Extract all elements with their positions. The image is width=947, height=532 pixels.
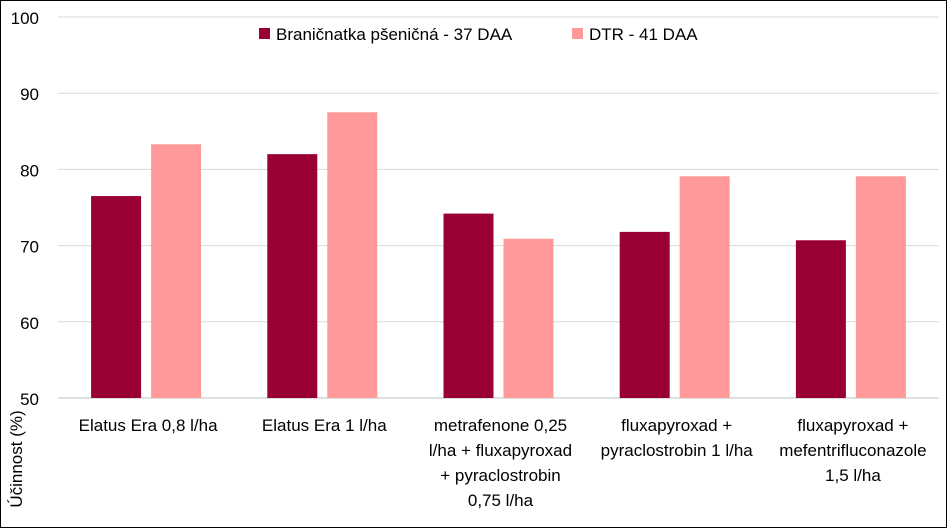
bar xyxy=(855,176,906,398)
x-tick-labels: Elatus Era 0,8 l/ha Elatus Era 1 l/ha metr… xyxy=(79,416,927,510)
bar xyxy=(795,240,846,398)
x-tick-label: fluxapyroxad + mefentrifluconazole 1,5 l/h… xyxy=(779,416,926,485)
legend-swatch xyxy=(572,28,583,39)
bar xyxy=(151,144,202,398)
y-tick-label: 50 xyxy=(20,390,39,409)
y-tick-labels: 50 60 70 80 90 100 xyxy=(11,9,39,409)
bar xyxy=(443,213,494,398)
legend: Braničnatka pšeničná - 37 DAA DTR - 41 DA… xyxy=(259,25,698,44)
y-axis-label: Účinnost (%) xyxy=(7,410,26,507)
bars xyxy=(91,112,906,398)
bar xyxy=(619,231,670,398)
y-tick-label: 70 xyxy=(20,238,39,257)
y-tick-label: 100 xyxy=(11,9,39,28)
x-tick-label: Elatus Era 0,8 l/ha xyxy=(79,416,218,435)
legend-label: DTR - 41 DAA xyxy=(589,25,698,44)
legend-label: Braničnatka pšeničná - 37 DAA xyxy=(276,25,513,44)
bar xyxy=(503,238,554,398)
y-tick-label: 60 xyxy=(20,314,39,333)
legend-swatch xyxy=(259,28,270,39)
y-tick-label: 90 xyxy=(20,85,39,104)
gridlines xyxy=(58,16,939,399)
x-tick-label: Elatus Era 1 l/ha xyxy=(262,416,387,435)
bar xyxy=(267,154,318,398)
x-tick-label: metrafenone 0,25 l/ha + fluxapyroxad + pyr… xyxy=(429,416,572,510)
y-tick-label: 80 xyxy=(20,161,39,180)
x-tick-label: fluxapyroxad + pyraclostrobin 1 l/ha xyxy=(601,416,754,460)
bar xyxy=(679,176,730,398)
bar xyxy=(327,112,378,398)
bar xyxy=(91,196,142,398)
